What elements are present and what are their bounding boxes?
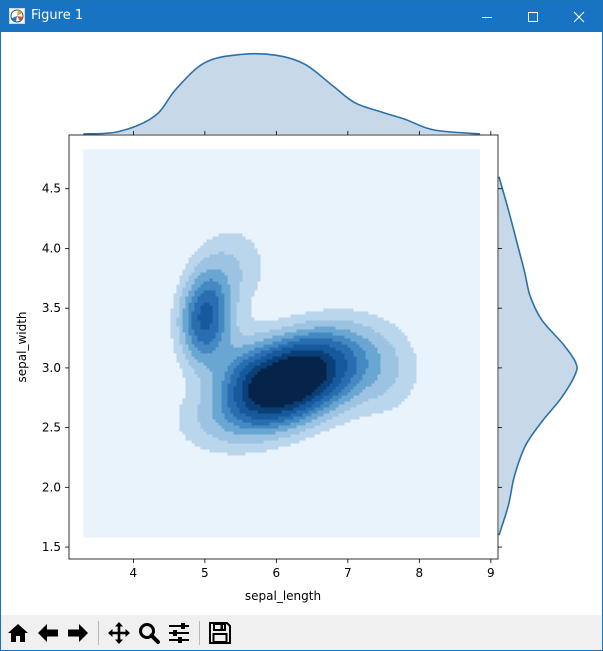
arrow-right-icon — [68, 624, 88, 642]
x-axis: 4 5 6 7 8 9 — [130, 131, 495, 580]
kde-level-6 — [197, 302, 348, 420]
y-axis: 1.5 2.0 2.5 3.0 3.5 4.0 4.5 — [42, 182, 502, 554]
y-tick-label: 2.5 — [42, 421, 61, 435]
marginal-x-fill — [83, 53, 481, 134]
y-tick-label: 4.0 — [42, 241, 61, 255]
y-axis-label: sepal_width — [15, 311, 29, 382]
marginal-y-fill — [499, 176, 578, 536]
arrow-left-icon — [38, 624, 58, 642]
marginal-y-density — [498, 176, 578, 536]
maximize-icon — [528, 12, 538, 22]
navigation-toolbar — [1, 615, 602, 650]
marginal-y-line — [498, 176, 578, 536]
minimize-button[interactable] — [464, 1, 510, 32]
marginal-x-line — [83, 52, 481, 135]
home-icon — [8, 624, 28, 642]
home-button[interactable] — [4, 619, 32, 647]
move-icon — [108, 622, 130, 644]
y-tick-label: 4.5 — [42, 182, 61, 196]
y-tick-label: 3.5 — [42, 301, 61, 315]
close-button[interactable] — [556, 1, 602, 32]
main-axes-frame — [68, 134, 499, 560]
x-tick-label: 8 — [416, 566, 424, 580]
y-tick-label: 3.0 — [42, 361, 61, 375]
back-button[interactable] — [34, 619, 62, 647]
x-tick-label: 5 — [201, 566, 209, 580]
y-tick-label: 1.5 — [42, 540, 61, 554]
kde-level-8 — [248, 356, 327, 408]
x-tick-label: 7 — [344, 566, 352, 580]
y-tick-label: 2.0 — [42, 480, 61, 494]
save-button[interactable] — [206, 619, 234, 647]
matplotlib-figure-icon — [9, 8, 25, 24]
x-axis-label: sepal_length — [245, 589, 321, 603]
toolbar-separator — [199, 621, 200, 645]
kde-level-5 — [191, 290, 357, 426]
minimize-icon — [482, 17, 492, 18]
kde-level-3 — [182, 269, 381, 435]
kde-contours — [170, 233, 417, 456]
zoom-button[interactable] — [135, 619, 163, 647]
figure-canvas[interactable]: 4 5 6 7 8 9 1.5 2.0 2.5 3.0 3.5 4.0 4.5 sepal_lengt… — [1, 32, 602, 615]
window-title: Figure 1 — [31, 8, 84, 23]
sliders-icon — [169, 623, 189, 643]
configure-subplots-button[interactable] — [165, 619, 193, 647]
maximize-button[interactable] — [510, 1, 556, 32]
magnifier-icon — [139, 623, 160, 644]
marginal-x-density — [83, 52, 481, 135]
title-bar[interactable]: Figure 1 — [1, 1, 602, 32]
x-tick-label: 9 — [487, 566, 495, 580]
floppy-disk-icon — [209, 622, 231, 644]
toolbar-separator — [98, 621, 99, 645]
joint-kde-plot[interactable]: 4 5 6 7 8 9 1.5 2.0 2.5 3.0 3.5 4.0 4.5 sepal_lengt… — [1, 32, 602, 615]
kde-level-7 — [242, 350, 336, 414]
pan-button[interactable] — [105, 619, 133, 647]
x-tick-label: 6 — [273, 566, 281, 580]
forward-button[interactable] — [64, 619, 92, 647]
x-tick-label: 4 — [130, 566, 138, 580]
kde-level-1 — [170, 233, 417, 456]
kde-level-2 — [176, 251, 399, 444]
close-icon — [573, 11, 585, 23]
